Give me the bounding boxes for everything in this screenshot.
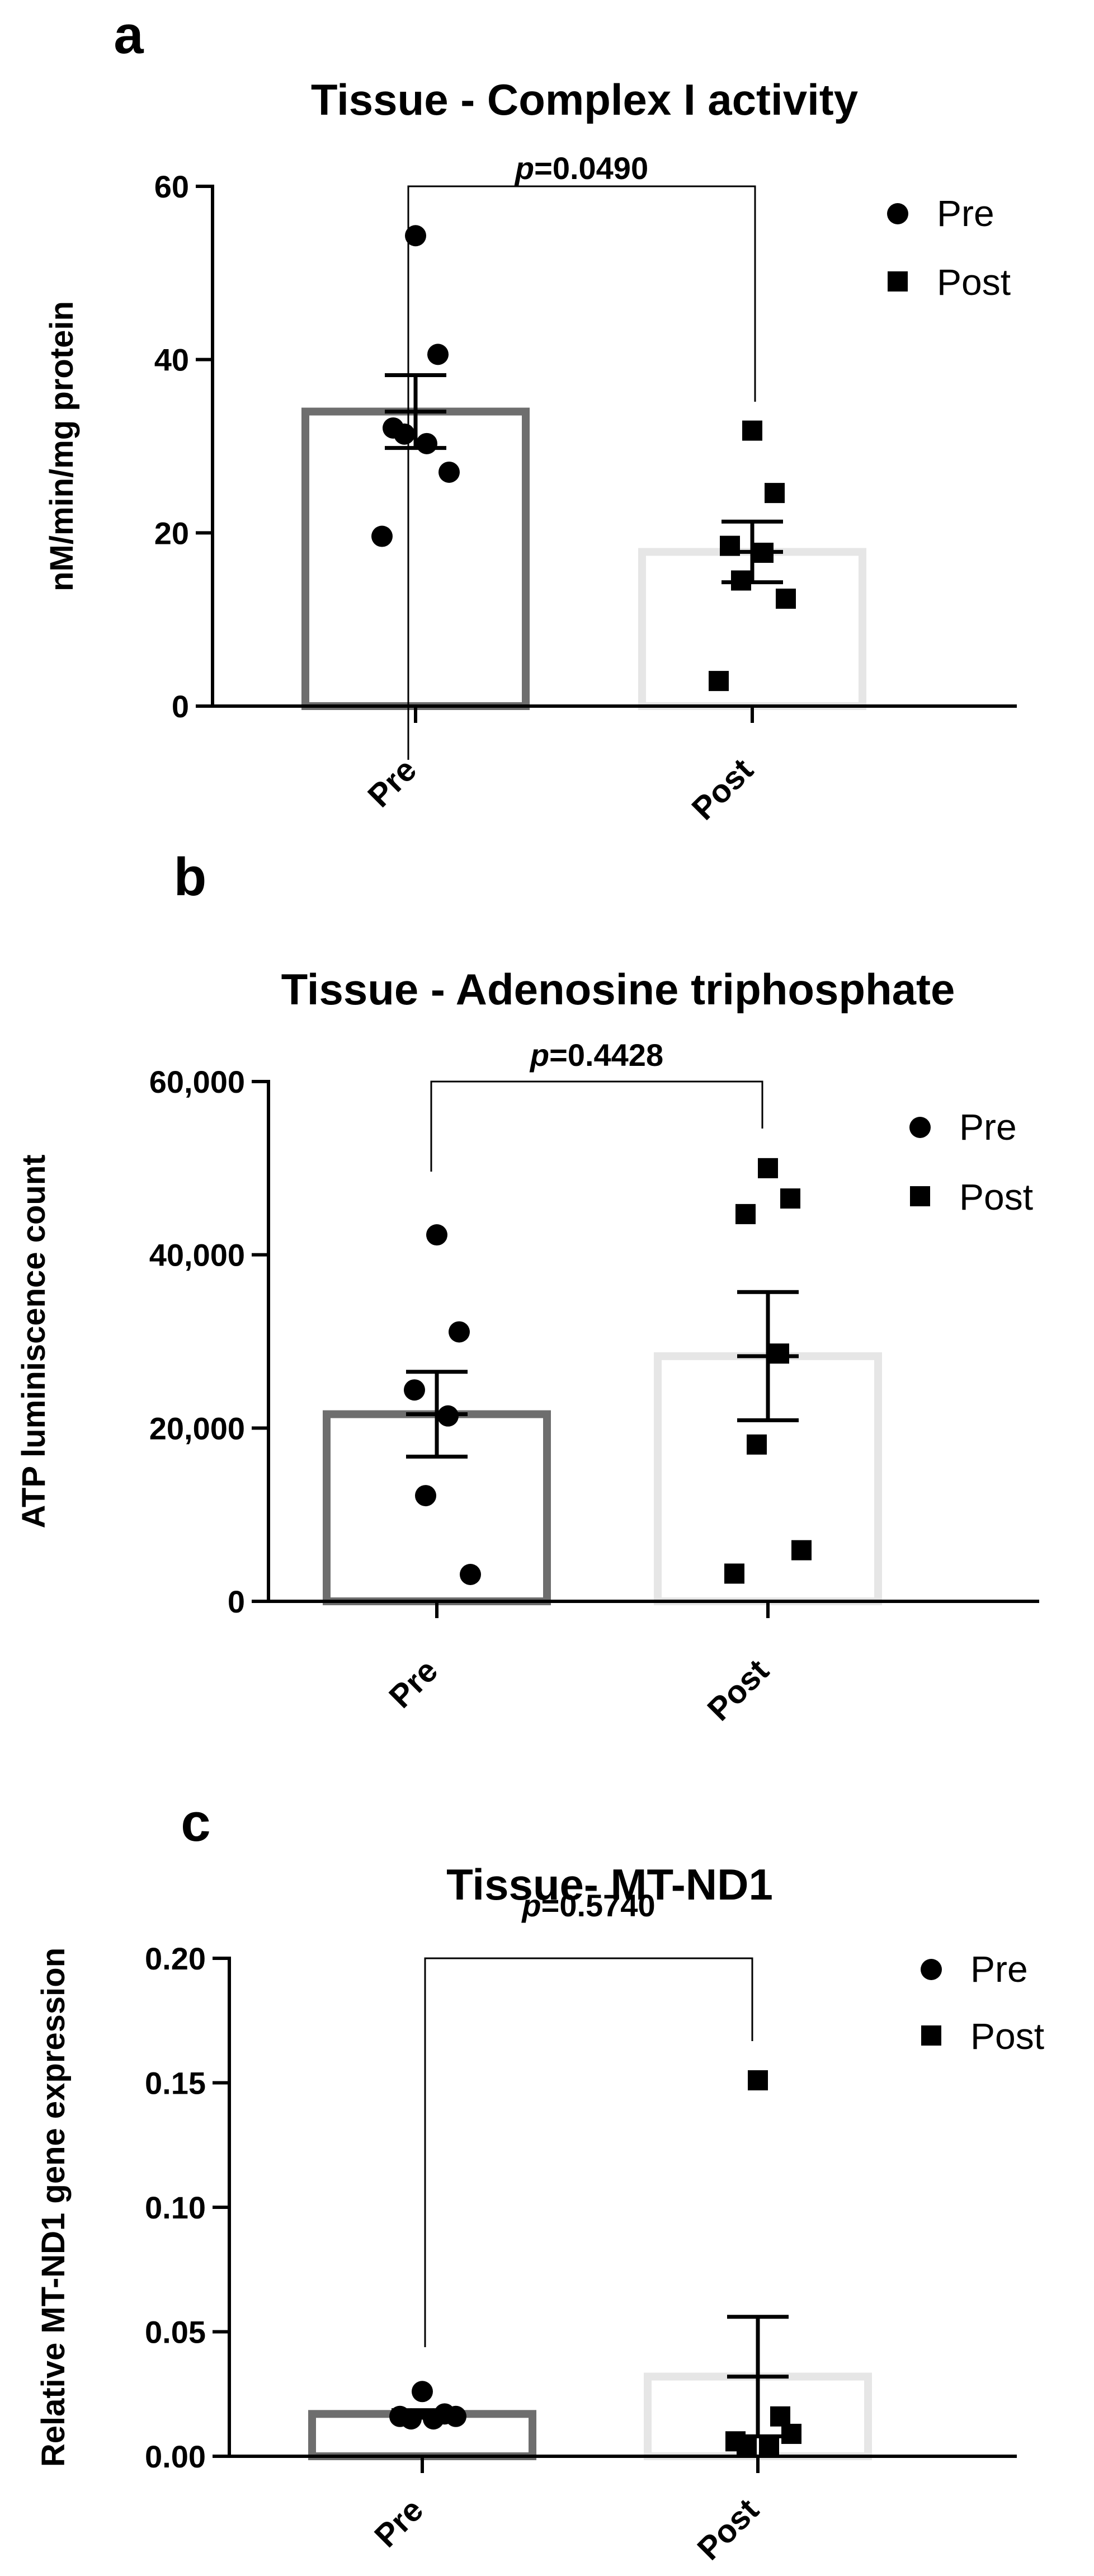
data-point-post bbox=[780, 1188, 800, 1209]
data-point-pre bbox=[423, 2408, 444, 2430]
data-point-pre bbox=[416, 433, 437, 454]
legend-marker-post bbox=[888, 271, 908, 292]
data-point-post bbox=[724, 1563, 744, 1584]
y-axis-label: Relative MT-ND1 gene expression bbox=[35, 1948, 72, 2467]
y-axis-label: nM/min/mg protein bbox=[44, 301, 80, 591]
panel-a: a Tissue - Complex I activity nM/min/mg pr… bbox=[44, 5, 1017, 827]
data-point-pre bbox=[405, 225, 426, 247]
p-value-label: p=0.4428 bbox=[529, 1037, 663, 1073]
p-value-label: p=0.5740 bbox=[521, 1888, 655, 1923]
data-point-post bbox=[720, 535, 740, 556]
data-point-pre bbox=[371, 525, 393, 547]
y-tick-label: 40,000 bbox=[149, 1238, 245, 1273]
data-point-pre bbox=[460, 1564, 481, 1586]
data-point-post bbox=[758, 1158, 778, 1178]
y-tick-label: 0 bbox=[228, 1584, 245, 1619]
y-tick-label: 0 bbox=[172, 689, 189, 724]
p-value-number: =0.4428 bbox=[549, 1037, 663, 1073]
panel-letter: b bbox=[174, 847, 207, 907]
y-tick-label: 20 bbox=[154, 515, 189, 551]
panel-c: c Tissue- MT-ND1 Relative MT-ND1 gene expr… bbox=[35, 1793, 1044, 2567]
y-tick-label: 0.20 bbox=[145, 1941, 206, 1976]
data-point-pre bbox=[415, 1485, 436, 1507]
panel-b: b Tissue - Adenosine triphosphate ATP lumi… bbox=[16, 847, 1039, 1728]
data-point-post bbox=[709, 671, 729, 692]
legend-label-pre: Pre bbox=[959, 1106, 1017, 1148]
legend-marker-pre bbox=[909, 1117, 931, 1138]
data-point-pre bbox=[394, 423, 415, 445]
legend-marker-pre bbox=[921, 1959, 942, 1980]
category-label-post: Post bbox=[685, 751, 760, 827]
category-label-post: Post bbox=[700, 1652, 776, 1728]
data-point-post bbox=[781, 2423, 801, 2444]
data-point-post bbox=[742, 420, 762, 441]
bar-pre bbox=[301, 407, 530, 710]
data-point-pre bbox=[412, 2381, 433, 2403]
y-tick-label: 60 bbox=[154, 169, 189, 204]
legend-label-post: Post bbox=[959, 1176, 1033, 1218]
data-point-post bbox=[748, 2070, 768, 2091]
y-tick-label: 0.10 bbox=[145, 2190, 206, 2225]
data-point-post bbox=[735, 1204, 756, 1224]
legend-marker-post bbox=[921, 2025, 941, 2046]
p-value-symbol: p bbox=[529, 1037, 549, 1073]
significance-bracket bbox=[407, 185, 756, 760]
chart-title: Tissue - Complex I activity bbox=[311, 75, 858, 124]
p-value-symbol: p bbox=[521, 1888, 541, 1923]
legend-marker-post bbox=[910, 1186, 930, 1206]
legend-label-post: Post bbox=[937, 261, 1011, 303]
legend-label-post: Post bbox=[970, 2015, 1044, 2057]
data-point-pre bbox=[445, 2405, 466, 2427]
data-point-post bbox=[770, 2406, 790, 2427]
p-value-label: p=0.0490 bbox=[514, 151, 648, 186]
p-value-symbol: p bbox=[514, 151, 534, 186]
data-point-post bbox=[731, 570, 751, 591]
y-axis-label: ATP luminiscence count bbox=[16, 1154, 52, 1528]
significance-bracket bbox=[430, 1080, 763, 1172]
panel-letter: c bbox=[181, 1793, 210, 1853]
y-tick-label: 0.15 bbox=[145, 2066, 206, 2101]
data-point-pre bbox=[404, 1379, 425, 1401]
y-tick-label: 0.00 bbox=[145, 2439, 206, 2474]
category-label-pre: Pre bbox=[361, 751, 423, 814]
legend-marker-pre bbox=[887, 203, 908, 224]
y-tick-label: 60,000 bbox=[149, 1064, 245, 1099]
data-point-post bbox=[776, 589, 796, 609]
y-tick-label: 0.05 bbox=[145, 2315, 206, 2350]
category-label-pre: Pre bbox=[382, 1652, 445, 1715]
data-point-pre bbox=[426, 1224, 447, 1246]
data-point-post bbox=[769, 1343, 789, 1364]
legend-label-pre: Pre bbox=[937, 192, 994, 234]
data-point-pre bbox=[400, 2408, 422, 2430]
panel-letter: a bbox=[114, 5, 144, 65]
data-point-post bbox=[765, 483, 785, 504]
data-point-post bbox=[759, 2436, 779, 2457]
data-point-post bbox=[753, 542, 774, 563]
significance-bracket bbox=[424, 1957, 753, 2347]
bar-pre bbox=[308, 2410, 536, 2461]
data-point-pre bbox=[437, 1405, 459, 1427]
data-point-post bbox=[747, 1434, 767, 1455]
category-label-post: Post bbox=[690, 2492, 766, 2567]
chart-title: Tissue - Adenosine triphosphate bbox=[281, 965, 955, 1014]
chart-title: Tissue- MT-ND1 bbox=[446, 1860, 773, 1909]
data-point-post bbox=[737, 2436, 757, 2457]
y-tick-label: 40 bbox=[154, 342, 189, 378]
category-label-pre: Pre bbox=[367, 2492, 430, 2554]
p-value-number: =0.0490 bbox=[534, 151, 648, 186]
data-point-pre bbox=[427, 344, 449, 365]
data-point-pre bbox=[449, 1321, 470, 1343]
data-point-pre bbox=[438, 461, 460, 483]
y-tick-label: 20,000 bbox=[149, 1411, 245, 1446]
data-point-post bbox=[791, 1540, 812, 1560]
legend-label-pre: Pre bbox=[970, 1948, 1028, 1990]
p-value-number: =0.5740 bbox=[541, 1888, 656, 1923]
